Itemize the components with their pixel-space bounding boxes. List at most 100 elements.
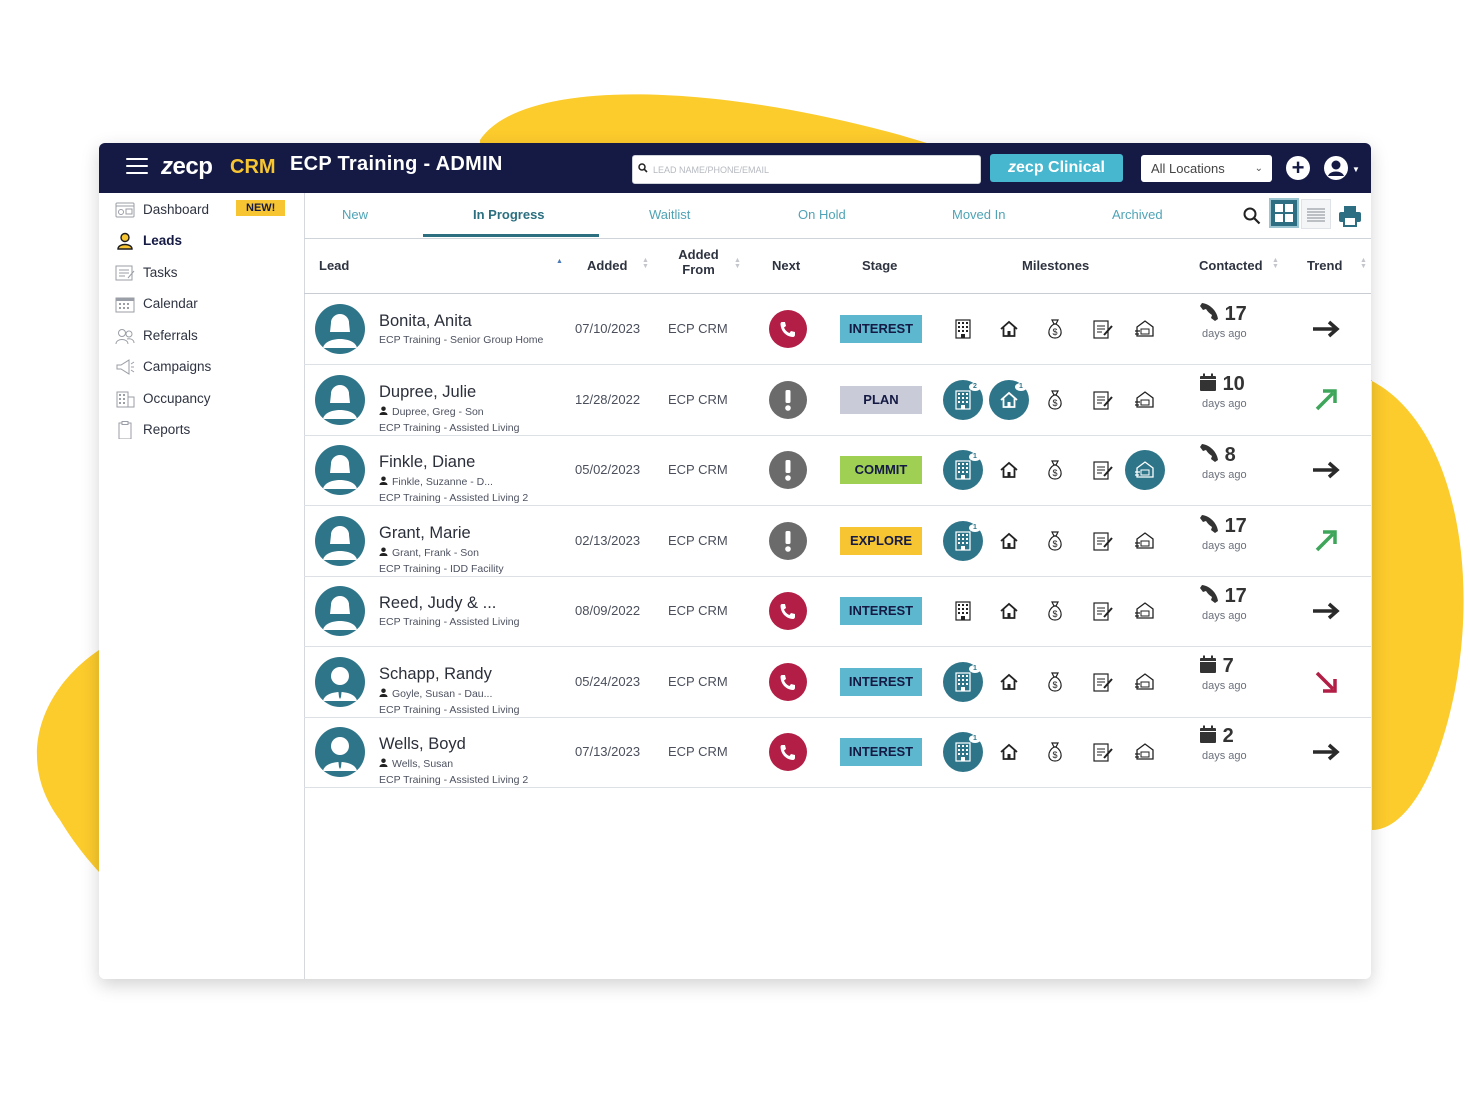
avatar[interactable] xyxy=(315,374,365,425)
lead-name[interactable]: Wells, Boyd xyxy=(379,735,466,753)
stage-badge[interactable]: COMMIT xyxy=(840,456,922,484)
house-milestone-icon[interactable] xyxy=(993,313,1025,345)
move-in-milestone-icon[interactable] xyxy=(1125,450,1165,490)
money-milestone-icon[interactable]: $ xyxy=(1039,313,1071,345)
lead-name[interactable]: Grant, Marie xyxy=(379,523,471,542)
community-milestone-icon[interactable]: 2 xyxy=(943,379,983,420)
print-icon[interactable] xyxy=(1338,205,1362,227)
sort-icon[interactable]: ▲ ▼ xyxy=(1360,257,1367,270)
list-view-button[interactable] xyxy=(1301,199,1331,229)
tab-archived[interactable]: Archived xyxy=(1112,207,1163,222)
col-trend[interactable]: Trend xyxy=(1307,258,1343,273)
sort-icon[interactable]: ▲ ▼ xyxy=(1272,257,1279,270)
move-in-milestone-icon[interactable] xyxy=(1129,666,1161,698)
stage-badge[interactable]: INTEREST xyxy=(840,315,922,343)
sort-asc-icon[interactable]: ▲ xyxy=(556,258,563,265)
sidebar-item-referrals[interactable]: Referrals xyxy=(115,324,300,348)
call-button[interactable] xyxy=(769,310,807,348)
contract-milestone-icon[interactable] xyxy=(1087,384,1119,416)
lead-name[interactable]: Dupree, Julie xyxy=(379,382,477,401)
alert-button[interactable] xyxy=(769,451,807,489)
lead-name[interactable]: Schapp, Randy xyxy=(379,664,492,683)
money-milestone-icon[interactable]: $ xyxy=(1039,666,1071,698)
stage-badge[interactable]: EXPLORE xyxy=(840,526,922,555)
contract-milestone-icon[interactable] xyxy=(1087,525,1119,557)
contract-milestone-icon[interactable] xyxy=(1087,595,1119,627)
grid-view-button[interactable] xyxy=(1269,198,1299,228)
sort-icon[interactable]: ▲ ▼ xyxy=(734,257,741,270)
sidebar-item-campaigns[interactable]: Campaigns xyxy=(115,355,300,379)
tab-moved-in[interactable]: Moved In xyxy=(952,207,1006,222)
money-milestone-icon[interactable]: $ xyxy=(1039,595,1071,627)
search-input[interactable] xyxy=(651,159,975,181)
sidebar-item-leads[interactable]: Leads xyxy=(115,229,300,253)
tab-in-progress[interactable]: In Progress xyxy=(473,207,545,222)
community-milestone-icon[interactable]: 1 xyxy=(943,520,983,561)
lead-name[interactable]: Bonita, Anita xyxy=(379,312,472,330)
stage-badge[interactable]: INTEREST xyxy=(840,738,922,766)
sidebar-item-occupancy[interactable]: Occupancy xyxy=(115,387,300,411)
house-milestone-icon[interactable] xyxy=(993,595,1025,627)
table-row[interactable]: Reed, Judy & ... ECP Training - Assisted … xyxy=(304,576,1371,647)
contract-milestone-icon[interactable] xyxy=(1087,736,1119,768)
col-added-from[interactable]: Added From xyxy=(678,247,719,277)
ecp-clinical-button[interactable]: zecp Clinical xyxy=(990,154,1123,182)
stage-badge[interactable]: INTEREST xyxy=(840,667,922,696)
avatar[interactable] xyxy=(315,515,365,566)
table-row[interactable]: Schapp, Randy Goyle, Susan - Dau... ECP Tr… xyxy=(304,647,1371,718)
house-milestone-icon[interactable] xyxy=(993,454,1025,486)
move-in-milestone-icon[interactable] xyxy=(1129,736,1161,768)
call-button[interactable] xyxy=(769,733,807,771)
table-row[interactable]: Dupree, Julie Dupree, Greg - Son ECP Train… xyxy=(304,365,1371,436)
avatar[interactable] xyxy=(315,586,365,636)
money-milestone-icon[interactable]: $ xyxy=(1039,384,1071,416)
call-button[interactable] xyxy=(769,592,807,630)
search-icon[interactable] xyxy=(1243,207,1261,225)
sidebar-item-reports[interactable]: Reports xyxy=(115,418,300,442)
move-in-milestone-icon[interactable] xyxy=(1129,595,1161,627)
hamburger-icon[interactable] xyxy=(126,158,148,176)
tab-waitlist[interactable]: Waitlist xyxy=(649,207,691,222)
contract-milestone-icon[interactable] xyxy=(1087,666,1119,698)
contract-milestone-icon[interactable] xyxy=(1087,454,1119,486)
contract-milestone-icon[interactable] xyxy=(1087,313,1119,345)
house-milestone-icon[interactable] xyxy=(993,736,1025,768)
sidebar-item-dashboard[interactable]: Dashboard NEW! xyxy=(115,198,300,222)
money-milestone-icon[interactable]: $ xyxy=(1039,525,1071,557)
col-added[interactable]: Added xyxy=(587,258,628,273)
money-milestone-icon[interactable]: $ xyxy=(1039,736,1071,768)
avatar[interactable] xyxy=(315,304,365,354)
move-in-milestone-icon[interactable] xyxy=(1129,313,1161,345)
avatar[interactable] xyxy=(315,445,365,495)
plus-circle-icon[interactable]: + xyxy=(1286,156,1310,180)
move-in-milestone-icon[interactable] xyxy=(1129,525,1161,557)
call-button[interactable] xyxy=(769,662,807,701)
tab-new[interactable]: New xyxy=(342,207,369,222)
alert-button[interactable] xyxy=(769,521,807,560)
sidebar-item-calendar[interactable]: Calendar xyxy=(115,292,300,316)
house-milestone-icon[interactable] xyxy=(993,525,1025,557)
table-row[interactable]: Bonita, Anita ECP Training - Senior Group… xyxy=(304,294,1371,365)
community-milestone-icon[interactable] xyxy=(947,313,979,345)
user-menu[interactable]: ▼ xyxy=(1323,155,1360,181)
avatar[interactable] xyxy=(315,656,365,707)
tab-on-hold[interactable]: On Hold xyxy=(798,207,846,222)
col-lead[interactable]: Lead xyxy=(319,258,350,273)
sidebar-item-tasks[interactable]: Tasks xyxy=(115,261,300,285)
lead-name[interactable]: Reed, Judy & ... xyxy=(379,594,497,612)
lead-search[interactable] xyxy=(632,155,981,184)
community-milestone-icon[interactable]: 1 xyxy=(943,732,983,772)
money-milestone-icon[interactable]: $ xyxy=(1039,454,1071,486)
house-milestone-icon[interactable] xyxy=(993,666,1025,698)
table-row[interactable]: Wells, Boyd Wells, Susan ECP Training - As… xyxy=(304,717,1371,788)
lead-name[interactable]: Finkle, Diane xyxy=(379,453,476,471)
community-milestone-icon[interactable]: 1 xyxy=(943,450,983,490)
table-row[interactable]: Finkle, Diane Finkle, Suzanne - D... ECP T… xyxy=(304,435,1371,506)
sort-icon[interactable]: ▲ ▼ xyxy=(642,257,649,270)
col-contacted[interactable]: Contacted xyxy=(1199,258,1263,273)
house-milestone-icon[interactable]: 1 xyxy=(989,379,1029,420)
community-milestone-icon[interactable]: 1 xyxy=(943,661,983,702)
avatar[interactable] xyxy=(315,727,365,777)
table-row[interactable]: Grant, Marie Grant, Frank - Son ECP Traini… xyxy=(304,506,1371,577)
move-in-milestone-icon[interactable] xyxy=(1129,384,1161,416)
